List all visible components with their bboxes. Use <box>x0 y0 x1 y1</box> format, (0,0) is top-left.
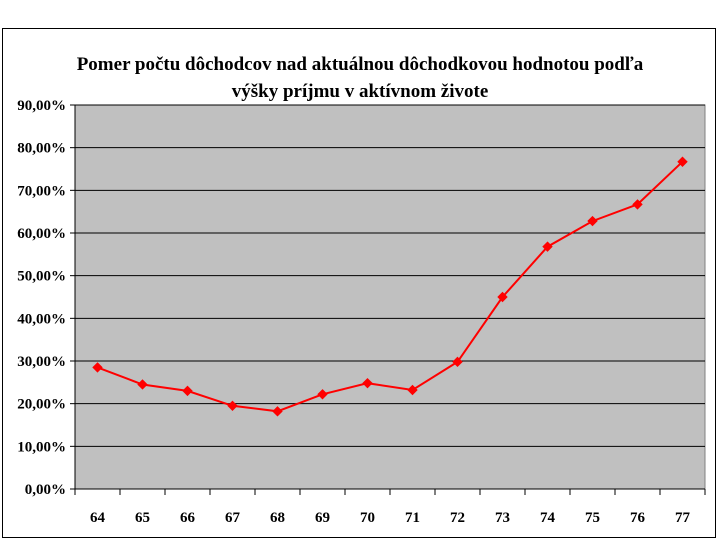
y-tick-label: 10,00% <box>17 439 66 455</box>
y-tick-label: 80,00% <box>17 141 66 157</box>
x-tick-label: 68 <box>270 510 285 526</box>
series-line <box>97 160 684 413</box>
y-tick-label: 70,00% <box>17 183 66 199</box>
chart-title-line-1: Pomer počtu dôchodcov nad aktuálnou dôch… <box>77 54 644 75</box>
y-tick-label: 90,00% <box>17 98 66 114</box>
plot-area: 0,00% 10,00% 20,00% 30,00% 40,00% 50,00% 60,00… <box>17 98 706 526</box>
data-point <box>317 389 328 400</box>
x-tick-label: 74 <box>540 510 556 526</box>
data-point <box>632 199 643 210</box>
x-tick-label: 65 <box>135 510 150 526</box>
data-point <box>542 241 553 252</box>
data-point <box>182 385 193 397</box>
x-tick-label: 64 <box>90 510 106 526</box>
x-tick-label: 72 <box>450 510 465 526</box>
x-tick-label: 69 <box>315 510 330 526</box>
data-point <box>677 156 688 167</box>
y-tick-label: 60,00% <box>17 226 66 242</box>
y-tick-label: 50,00% <box>17 269 66 285</box>
y-tick-label: 20,00% <box>17 397 66 413</box>
x-tick-label: 71 <box>405 510 420 526</box>
data-point <box>92 362 103 373</box>
x-tick-label: 76 <box>630 510 646 526</box>
plot-background <box>74 104 706 490</box>
data-point <box>407 384 418 396</box>
data-point <box>452 356 463 368</box>
data-point <box>272 406 283 417</box>
x-tick-label: 67 <box>225 510 241 526</box>
y-tick-label: 40,00% <box>17 311 66 327</box>
chart-title-line-2: výšky príjmu v aktívnom živote <box>232 81 489 102</box>
x-tick-label: 70 <box>360 510 375 526</box>
data-point <box>137 379 148 390</box>
x-tick-label: 66 <box>180 510 196 526</box>
x-tick-label: 77 <box>675 510 691 526</box>
data-point <box>587 215 598 227</box>
data-point <box>497 291 508 303</box>
x-tick-label: 75 <box>585 510 600 526</box>
x-tick-label: 73 <box>495 510 510 526</box>
data-point <box>362 377 373 389</box>
y-tick-label: 30,00% <box>17 354 66 370</box>
y-tick-label: 0,00% <box>25 482 66 498</box>
data-point <box>227 400 238 412</box>
chart-frame <box>2 28 716 538</box>
